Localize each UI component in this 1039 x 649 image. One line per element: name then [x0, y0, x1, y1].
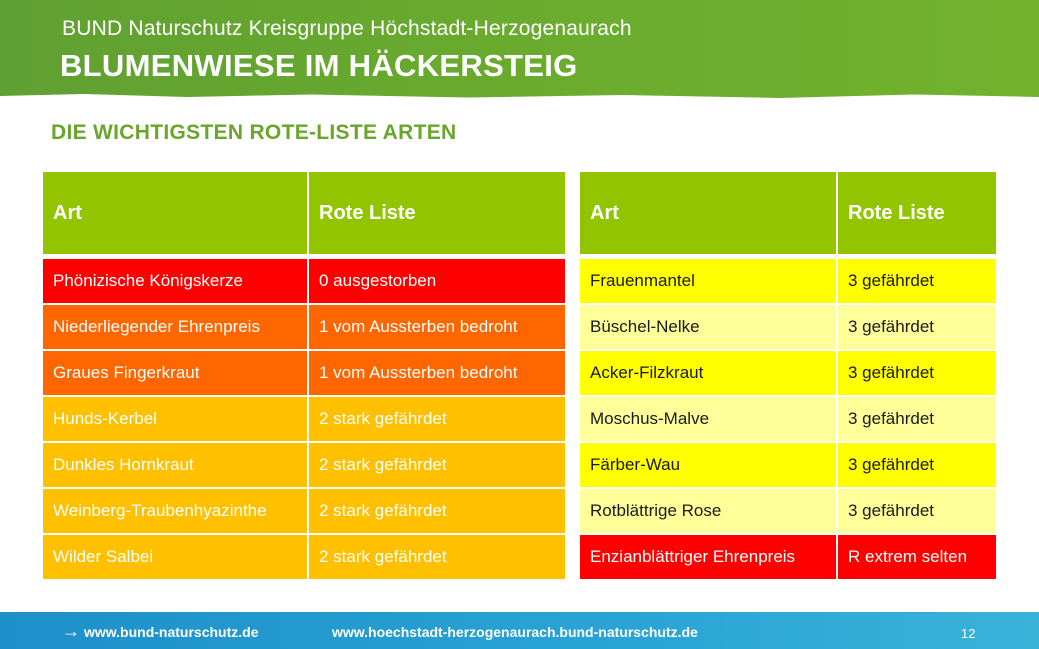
red-list-status: 3 gefährdet	[837, 258, 996, 305]
species-name: Dunkles Hornkraut	[43, 442, 309, 489]
species-name: Färber-Wau	[580, 442, 838, 489]
red-list-status: 0 ausgestorben	[308, 258, 565, 305]
footer-brush-edge	[0, 607, 1039, 613]
footer-bar: → www.bund-naturschutz.de www.hoechstadt…	[0, 612, 1039, 649]
red-list-status: 2 stark gefährdet	[308, 442, 565, 489]
header-banner: BUND Naturschutz Kreisgruppe Höchstadt-H…	[0, 0, 1039, 98]
table-row: Dunkles Hornkraut 2 stark gefährdet	[43, 442, 565, 489]
red-list-table-left: Art Rote Liste Phönizische Königskerze 0…	[43, 172, 565, 581]
table-row: Färber-Wau 3 gefährdet	[580, 442, 996, 489]
red-list-status: 3 gefährdet	[837, 396, 996, 443]
slide-title: BLUMENWIESE IM HÄCKERSTEIG	[60, 48, 578, 83]
species-name: Rotblättrige Rose	[580, 488, 838, 535]
red-list-status: 1 vom Aussterben bedroht	[308, 350, 565, 397]
header-brush-edge	[0, 94, 1039, 100]
red-list-table-right: Art Rote Liste Frauenmantel 3 gefährdet …	[580, 172, 996, 581]
red-list-status: 3 gefährdet	[837, 350, 996, 397]
table-row: Phönizische Königskerze 0 ausgestorben	[43, 258, 565, 305]
species-name: Graues Fingerkraut	[43, 350, 309, 397]
species-name: Weinberg-Traubenhyazinthe	[43, 488, 309, 535]
species-name: Büschel-Nelke	[580, 304, 838, 351]
red-list-status: 2 stark gefährdet	[308, 534, 565, 581]
species-name: Hunds-Kerbel	[43, 396, 309, 443]
table-row: Moschus-Malve 3 gefährdet	[580, 396, 996, 443]
table-row: Büschel-Nelke 3 gefährdet	[580, 304, 996, 351]
red-list-status: 1 vom Aussterben bedroht	[308, 304, 565, 351]
species-name: Enzianblättriger Ehrenpreis	[580, 534, 838, 581]
red-list-status: 2 stark gefährdet	[308, 488, 565, 535]
table-row: Weinberg-Traubenhyazinthe 2 stark gefähr…	[43, 488, 565, 535]
species-name: Wilder Salbei	[43, 534, 309, 581]
table-row: Hunds-Kerbel 2 stark gefährdet	[43, 396, 565, 443]
arrow-right-icon: →	[62, 621, 80, 641]
page-number: 12	[961, 626, 976, 641]
species-name: Frauenmantel	[580, 258, 838, 305]
red-list-status: 3 gefährdet	[837, 488, 996, 535]
column-header-rote-liste: Rote Liste	[837, 172, 996, 254]
slide-subtitle: DIE WICHTIGSTEN ROTE-LISTE ARTEN	[51, 121, 457, 144]
column-header-art: Art	[43, 172, 309, 254]
table-row: Graues Fingerkraut 1 vom Aussterben bedr…	[43, 350, 565, 397]
table-row: Rotblättrige Rose 3 gefährdet	[580, 488, 996, 535]
red-list-status: R extrem selten	[837, 534, 996, 581]
red-list-status: 2 stark gefährdet	[308, 396, 565, 443]
species-name: Niederliegender Ehrenpreis	[43, 304, 309, 351]
column-header-art: Art	[580, 172, 838, 254]
footer-link-bund[interactable]: www.bund-naturschutz.de	[84, 624, 259, 640]
red-list-status: 3 gefährdet	[837, 304, 996, 351]
table-row: Niederliegender Ehrenpreis 1 vom Ausster…	[43, 304, 565, 351]
table-row: Frauenmantel 3 gefährdet	[580, 258, 996, 305]
table-row: Enzianblättriger Ehrenpreis R extrem sel…	[580, 534, 996, 581]
species-name: Moschus-Malve	[580, 396, 838, 443]
footer-link-kreisgruppe[interactable]: www.hoechstadt-herzogenaurach.bund-natur…	[332, 624, 698, 640]
species-name: Phönizische Königskerze	[43, 258, 309, 305]
species-name: Acker-Filzkraut	[580, 350, 838, 397]
organization-name: BUND Naturschutz Kreisgruppe Höchstadt-H…	[62, 17, 632, 40]
red-list-status: 3 gefährdet	[837, 442, 996, 489]
table-row: Wilder Salbei 2 stark gefährdet	[43, 534, 565, 581]
table-row: Acker-Filzkraut 3 gefährdet	[580, 350, 996, 397]
column-header-rote-liste: Rote Liste	[308, 172, 565, 254]
